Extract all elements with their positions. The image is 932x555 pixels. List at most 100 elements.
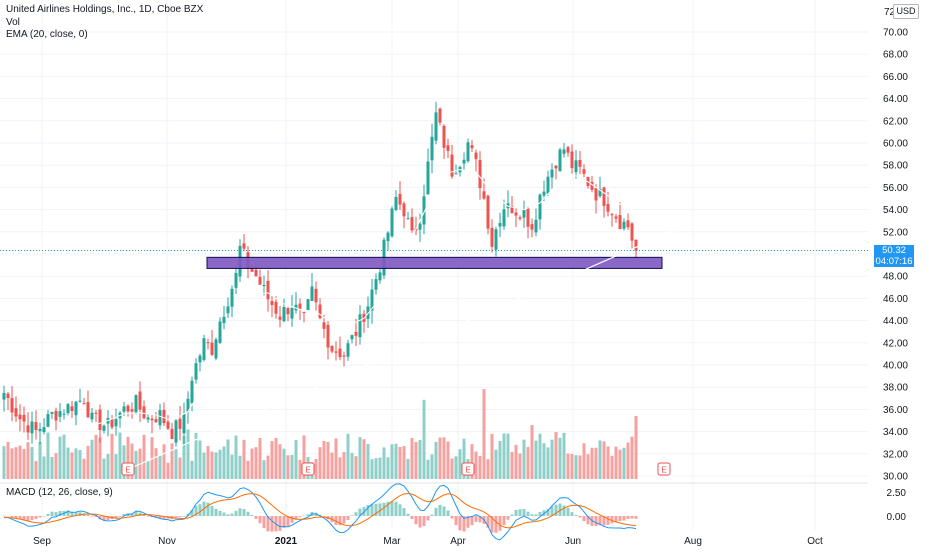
volume-bar: [350, 452, 354, 479]
candle-body: [610, 214, 614, 216]
macd-histogram-bar: [538, 512, 542, 516]
volume-bar: [246, 460, 250, 479]
candle-body: [202, 338, 206, 360]
macd-histogram-bar: [406, 513, 410, 516]
volume-bar: [190, 460, 194, 479]
volume-bar: [434, 441, 438, 479]
candle-body: [370, 289, 374, 311]
macd-histogram-bar: [50, 511, 54, 516]
macd-histogram-bar: [530, 514, 534, 516]
macd-histogram-bar: [102, 516, 106, 521]
candle-body: [174, 420, 178, 443]
volume-bar: [238, 455, 242, 479]
volume-bar: [446, 441, 450, 479]
currency-button[interactable]: USD: [893, 4, 919, 19]
macd-line: [3, 483, 637, 541]
candle-body: [474, 152, 478, 160]
candle-body: [546, 176, 550, 194]
volume-bar: [394, 443, 398, 479]
volume-legend[interactable]: Vol: [6, 16, 20, 28]
macd-histogram-bar: [10, 516, 14, 518]
macd-tick-label: 2.50: [887, 488, 907, 499]
candle-body: [354, 331, 358, 336]
price-tick-label: 34.00: [883, 427, 908, 438]
candle-body: [526, 208, 530, 227]
volume-bar: [574, 455, 578, 479]
macd-histogram-bar: [46, 514, 50, 516]
candle-body: [2, 392, 6, 400]
volume-bar: [398, 447, 402, 479]
candle-body: [214, 339, 218, 359]
macd-histogram-bar: [498, 516, 502, 531]
macd-histogram-bar: [298, 516, 302, 518]
volume-bar: [510, 451, 514, 479]
macd-histogram-bar: [474, 516, 478, 522]
candle-body: [182, 413, 186, 434]
ema-legend[interactable]: EMA (20, close, 0): [6, 29, 88, 40]
candle-body: [198, 355, 202, 363]
macd-legend[interactable]: MACD (12, 26, close, 9): [6, 487, 113, 498]
candle-body: [266, 280, 270, 300]
volume-bar: [50, 457, 54, 479]
earnings-marker: [461, 462, 475, 476]
macd-histogram-bar: [230, 513, 234, 516]
volume-bar: [522, 439, 526, 479]
macd-histogram-bar: [410, 516, 414, 520]
macd-histogram-bar: [86, 515, 90, 516]
macd-tick-label: 0.00: [887, 512, 907, 523]
candle-body: [98, 409, 102, 431]
macd-histogram-bar: [2, 515, 6, 517]
candle-body: [6, 393, 10, 399]
volume-bar: [270, 441, 274, 479]
macd-histogram-bar: [66, 510, 70, 516]
candle-body: [590, 181, 594, 190]
macd-histogram-bar: [6, 515, 10, 517]
macd-histogram-bar: [138, 512, 142, 516]
volume-bar: [354, 456, 358, 479]
candles: [2, 101, 638, 447]
volume-bar: [290, 454, 294, 479]
candle-body: [490, 227, 494, 247]
macd-histogram-bar: [190, 509, 194, 516]
volume-bar: [358, 437, 362, 479]
time-tick-label: Apr: [450, 536, 466, 547]
macd-histogram-bar: [450, 516, 454, 519]
volume-bar: [182, 436, 186, 479]
macd-histogram-bar: [246, 511, 250, 516]
macd-histogram-bar: [630, 516, 634, 519]
volume-bar: [382, 447, 386, 479]
price-tick-label: 62.00: [883, 116, 908, 127]
macd-histogram-bar: [14, 516, 18, 519]
volume-bar: [570, 453, 574, 479]
volume-bar: [470, 444, 474, 479]
candle-body: [618, 215, 622, 230]
volume-bar: [214, 452, 218, 479]
macd-histogram-bar: [206, 502, 210, 516]
candle-body: [102, 425, 106, 431]
volume-bar: [154, 448, 158, 479]
macd-histogram-bar: [58, 510, 62, 516]
candle-body: [66, 404, 70, 414]
macd-histogram-bar: [522, 508, 526, 516]
price-tick-label: 68.00: [883, 50, 908, 61]
volume-bar: [30, 446, 34, 479]
volume-bar: [518, 453, 522, 479]
volume-bar: [390, 444, 394, 479]
macd-histogram-bar: [490, 516, 494, 533]
candle-body: [222, 316, 226, 324]
macd-pane: [2, 483, 638, 541]
volume-bar: [438, 437, 442, 479]
candle-body: [146, 417, 150, 420]
volume-bar: [202, 452, 206, 479]
candle-body: [582, 169, 586, 174]
trendline: [127, 213, 713, 470]
macd-histogram-bar: [198, 504, 202, 516]
macd-histogram-bar: [186, 513, 190, 516]
candle-body: [122, 406, 126, 412]
macd-histogram-bar: [402, 508, 406, 516]
candle-body: [538, 194, 542, 220]
symbol-title[interactable]: United Airlines Holdings, Inc., 1D, Cboe…: [6, 4, 204, 15]
macd-histogram-bar: [366, 505, 370, 516]
